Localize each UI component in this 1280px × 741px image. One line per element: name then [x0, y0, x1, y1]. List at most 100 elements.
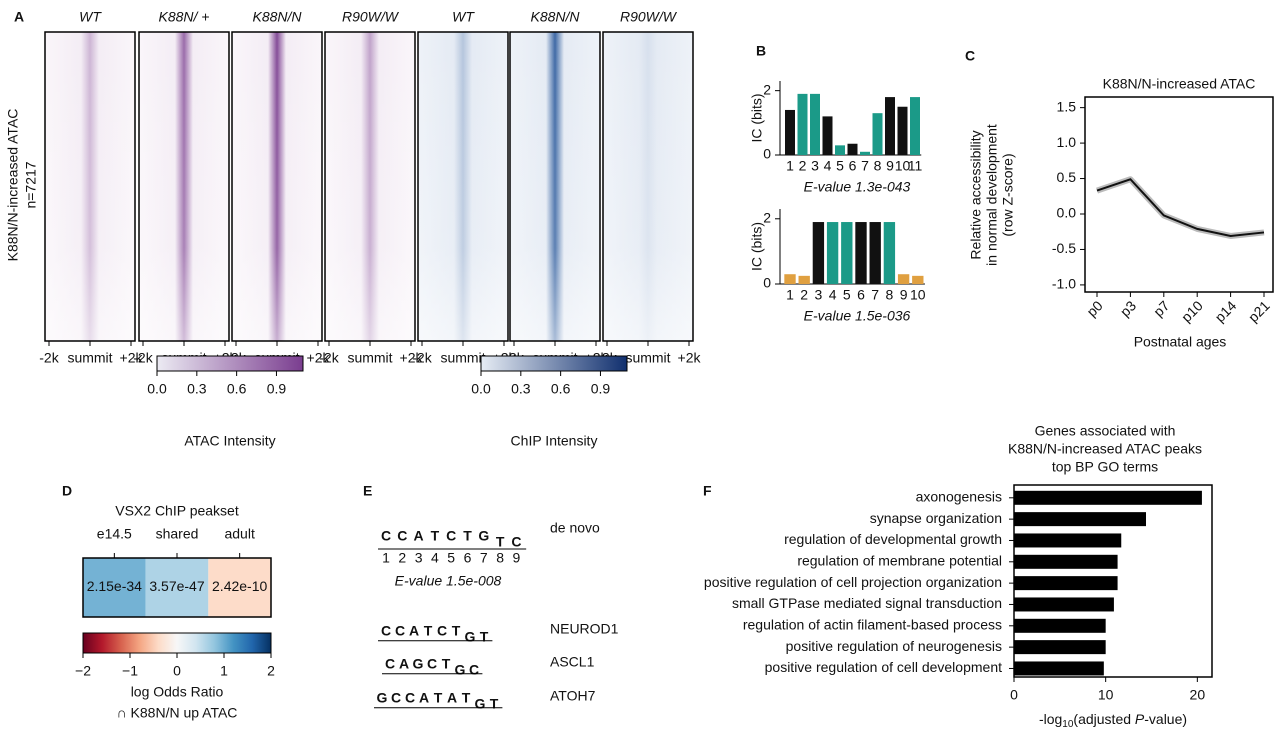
- y-tick-label: 0: [763, 275, 771, 291]
- colorbar-label: ChIP Intensity: [511, 433, 598, 449]
- column-title: R90W/W: [620, 9, 678, 25]
- colorbar-tick-label: 0.3: [187, 381, 207, 397]
- logo-letter: T: [462, 690, 471, 706]
- x-tick-label: p0: [1083, 297, 1105, 319]
- colorbar-tick-label: 0.0: [147, 381, 167, 397]
- e-value: E-value 1.5e-036: [804, 308, 911, 324]
- y-tick-label: small GTPase mediated signal transductio…: [732, 595, 1002, 611]
- logo-letter: G: [465, 629, 476, 645]
- cell-label: 3.57e-47: [149, 578, 204, 594]
- cell-label: 2.15e-34: [87, 578, 142, 594]
- x-tick-label: +2k: [120, 350, 144, 366]
- position-label: 9: [900, 287, 908, 303]
- position-label: 3: [815, 287, 823, 303]
- x-tick-label: summit: [67, 350, 112, 366]
- position-label: 1: [382, 550, 390, 566]
- colorbar-label: ∩ K88N/N up ATAC: [117, 705, 238, 721]
- heatmap-fade: [325, 32, 415, 341]
- logo-letter: [841, 222, 853, 284]
- y-label: Relative accessibility: [968, 130, 984, 259]
- logo-letter: C: [395, 623, 405, 639]
- e-value: E-value 1.5e-008: [395, 573, 502, 589]
- logo-letter: [855, 222, 867, 284]
- column-label: shared: [156, 526, 199, 542]
- x-tick-label: 0: [1010, 687, 1018, 703]
- colorbar-tick-label: 0: [173, 663, 181, 679]
- bar: [1014, 597, 1114, 612]
- colorbar-tick-label: 0.6: [227, 381, 247, 397]
- position-label: 8: [886, 287, 894, 303]
- x-tick-label: summit: [440, 350, 485, 366]
- colorbar-tick-label: −2: [75, 663, 91, 679]
- position-label: 9: [886, 158, 894, 174]
- logo-letter: A: [409, 623, 419, 639]
- logo-letter: [883, 222, 896, 284]
- x-label-part: P: [1135, 711, 1145, 727]
- position-label: 6: [464, 550, 472, 566]
- bar: [1014, 554, 1118, 569]
- n-label: n=7217: [23, 161, 39, 208]
- logo-letter: G: [377, 690, 388, 706]
- column-title: K88N/N: [530, 9, 580, 25]
- logo-letter: T: [463, 528, 472, 544]
- colorbar-tick-label: 1: [220, 663, 228, 679]
- plot-frame: [1013, 484, 1213, 678]
- y-label: in normal development: [984, 124, 1000, 266]
- logo-letter: [872, 113, 883, 155]
- colorbar: [82, 632, 272, 654]
- panel-letter: B: [756, 43, 766, 59]
- logo-letter: [860, 151, 870, 155]
- position-label: 10: [895, 158, 911, 174]
- logo-letter: [826, 222, 839, 284]
- motif-name: ASCL1: [550, 654, 595, 670]
- y-tick-label: positive regulation of neurogenesis: [786, 638, 1002, 654]
- logo-letter: [847, 143, 858, 155]
- y-tick-label: synapse organization: [870, 510, 1002, 526]
- logo-letter: [822, 116, 833, 155]
- logo-letter: T: [496, 534, 505, 550]
- colorbar: [156, 355, 304, 372]
- position-label: 8: [874, 158, 882, 174]
- y-label: IC (bits): [749, 222, 765, 271]
- logo-letter: [897, 106, 908, 155]
- position-label: 5: [836, 158, 844, 174]
- x-tick-label: -2k: [39, 350, 59, 366]
- logo-letter: [869, 222, 881, 284]
- column-title: R90W/W: [342, 9, 400, 25]
- x-tick-label: +2k: [400, 350, 424, 366]
- e-value: E-value 1.3e-043: [804, 179, 911, 195]
- motif-name: NEUROD1: [550, 621, 619, 637]
- x-label: -log10(adjusted P-value): [1039, 711, 1187, 730]
- y-tick-label: -1.0: [1052, 276, 1076, 292]
- y-tick-label: regulation of membrane potential: [797, 553, 1002, 569]
- chart-title: top BP GO terms: [1052, 459, 1158, 475]
- y-tick-label: positive regulation of cell development: [765, 659, 1002, 675]
- y-tick-label: 0.5: [1057, 169, 1077, 185]
- panel-letter: D: [62, 483, 72, 499]
- x-tick-label: p10: [1178, 297, 1206, 325]
- x-tick-label: p3: [1117, 297, 1139, 319]
- bar: [1014, 576, 1118, 591]
- x-label: Postnatal ages: [1134, 334, 1227, 350]
- logo-letter: T: [434, 690, 443, 706]
- heatmap-cell: [83, 558, 146, 617]
- bar: [1014, 661, 1104, 676]
- motif-name: ATOH7: [550, 688, 596, 704]
- y-tick-label: -0.5: [1052, 240, 1076, 256]
- logo-letter: [798, 275, 810, 284]
- y-tick-label: axonogenesis: [916, 489, 1002, 505]
- position-label: 5: [843, 287, 851, 303]
- line-band: [1096, 176, 1265, 239]
- heatmap-frame: [82, 557, 272, 618]
- logo-letter: [835, 145, 845, 155]
- y-tick-label: 1.0: [1057, 134, 1077, 150]
- x-label-part: 10: [1062, 719, 1074, 730]
- position-label: 8: [496, 550, 504, 566]
- y-tick-label: 2: [763, 209, 771, 225]
- heatmap-fade: [603, 32, 693, 341]
- heatmap-fade: [232, 32, 322, 341]
- logo-letter: A: [419, 690, 429, 706]
- panel-letter: A: [14, 9, 24, 25]
- heatmap-fade: [139, 32, 229, 341]
